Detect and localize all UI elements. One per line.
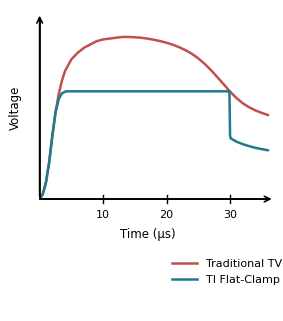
Text: 10: 10 [96,210,110,220]
Legend: Traditional TVS, TI Flat-Clamp: Traditional TVS, TI Flat-Clamp [168,255,283,289]
Text: 20: 20 [160,210,174,220]
Text: Time (μs): Time (μs) [120,228,175,241]
Text: 30: 30 [223,210,237,220]
Text: Voltage: Voltage [9,85,22,130]
